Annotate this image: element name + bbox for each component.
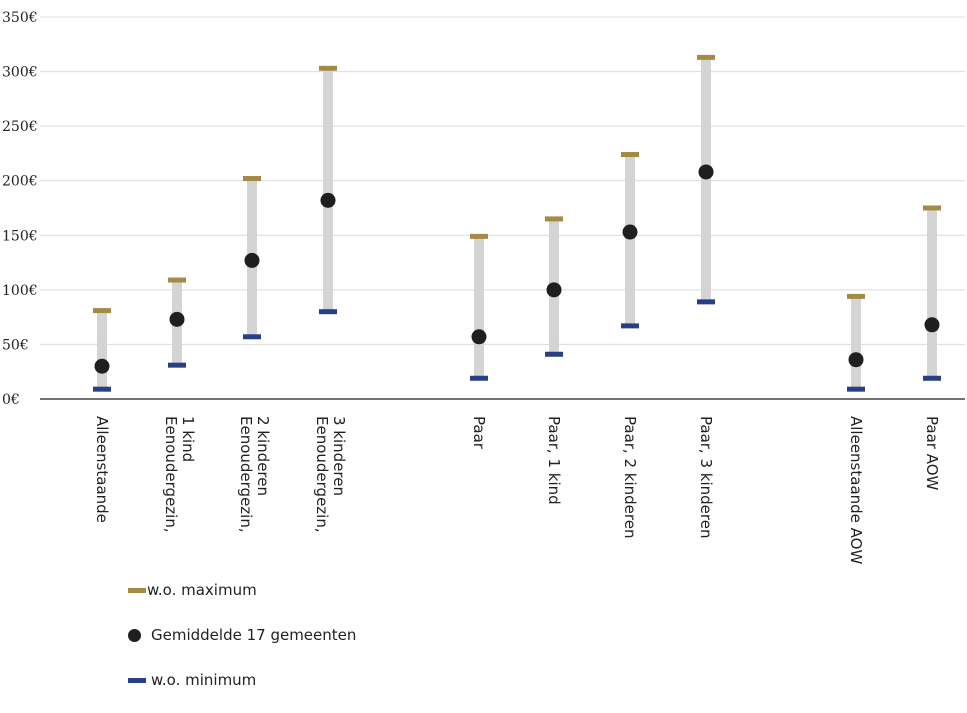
legend: w.o. maximum Gemiddelde 17 gemeenten w.o… [128, 578, 356, 713]
category-label: Paar AOW [923, 416, 941, 490]
legend-swatch-minimum [128, 677, 146, 683]
legend-label-average: Gemiddelde 17 gemeenten [151, 626, 357, 644]
category-label-line: 3 kinderen [330, 416, 348, 496]
average-point [169, 311, 185, 327]
legend-item-maximum: w.o. maximum [128, 578, 356, 602]
min-marker [545, 351, 563, 357]
average-points [94, 164, 940, 374]
y-tick-label-250: 250€ [2, 119, 38, 135]
max-marker [470, 233, 488, 239]
average-point [848, 352, 864, 368]
category-label: Paar [470, 416, 488, 450]
category-label: Paar, 2 kinderen [621, 416, 639, 538]
category-label-line: Alleenstaande AOW [847, 416, 865, 564]
legend-item-minimum: w.o. minimum [128, 668, 356, 692]
y-tick-label-300: 300€ [2, 65, 38, 81]
y-tick-label-100: 100€ [2, 283, 38, 299]
min-marker [93, 386, 111, 392]
category-label-line: 2 kinderen [254, 416, 272, 496]
legend-swatch-average [128, 628, 141, 642]
range-bar [97, 310, 107, 390]
category-label: Paar, 1 kind [545, 416, 563, 505]
legend-label-minimum: w.o. minimum [151, 671, 257, 689]
maximum-markers [93, 54, 941, 314]
category-label-line: Alleenstaande [93, 416, 111, 523]
min-marker [923, 375, 941, 381]
range-bar [701, 57, 711, 302]
category-label-line: Paar, 2 kinderen [621, 416, 639, 538]
min-marker [319, 309, 337, 315]
min-marker [847, 386, 865, 392]
average-point [546, 282, 562, 298]
min-marker [470, 375, 488, 381]
max-marker [243, 176, 261, 182]
average-point [924, 317, 940, 333]
category-label-line: Eenoudergezin, [237, 416, 255, 533]
max-marker [847, 293, 865, 299]
range-bar [851, 296, 861, 390]
range-bar [625, 154, 635, 326]
minimum-markers [93, 299, 941, 392]
min-marker [697, 299, 715, 305]
category-label-line: 1 kind [179, 416, 197, 462]
range-bar [323, 68, 333, 312]
max-marker [93, 308, 111, 314]
average-point [94, 358, 110, 374]
average-point [471, 329, 487, 345]
category-label: Alleenstaande [93, 416, 111, 523]
y-axis-ticks: 0€ 50€ 100€ 150€ 200€ 250€ 300€ 350€ [2, 10, 38, 408]
max-marker [319, 65, 337, 71]
category-label-line: Paar [470, 416, 488, 450]
max-marker [923, 205, 941, 211]
y-tick-label-350: 350€ [2, 10, 38, 26]
y-tick-label-50: 50€ [2, 337, 29, 353]
category-label-line: Paar AOW [923, 416, 941, 490]
legend-label-maximum: w.o. maximum [147, 581, 257, 599]
range-bar [927, 208, 937, 379]
y-tick-label-150: 150€ [2, 228, 38, 244]
legend-item-average: Gemiddelde 17 gemeenten [128, 623, 356, 647]
max-marker [545, 216, 563, 222]
range-bar [474, 236, 484, 379]
category-label-line: Paar, 3 kinderen [697, 416, 715, 538]
average-point [244, 252, 260, 268]
category-label: Eenoudergezin, 3 kinderen [313, 416, 348, 533]
category-label: Paar, 3 kinderen [697, 416, 715, 538]
y-tick-label-200: 200€ [2, 174, 38, 190]
max-marker [697, 54, 715, 60]
range-chart: 0€ 50€ 100€ 150€ 200€ 250€ 300€ 350€ Alleenstaa… [2, 10, 965, 564]
min-marker [243, 334, 261, 340]
category-label-line: Eenoudergezin, [162, 416, 180, 533]
average-point [622, 224, 638, 240]
category-labels: Alleenstaande Eenoudergezin, 1 kind Eenoude… [93, 416, 941, 564]
legend-swatch-maximum [128, 587, 146, 593]
gridlines [40, 16, 965, 345]
min-marker [168, 362, 186, 368]
max-marker [621, 152, 639, 158]
average-point [320, 192, 336, 208]
category-label-line: Paar, 1 kind [545, 416, 563, 505]
y-tick-label-0: 0€ [2, 392, 20, 408]
category-label: Eenoudergezin, 2 kinderen [237, 416, 272, 533]
max-marker [168, 277, 186, 283]
category-label-line: Eenoudergezin, [313, 416, 331, 533]
min-marker [621, 323, 639, 329]
category-label: Eenoudergezin, 1 kind [162, 416, 197, 533]
category-label: Alleenstaande AOW [847, 416, 865, 564]
average-point [698, 164, 714, 180]
range-bars [97, 57, 937, 390]
